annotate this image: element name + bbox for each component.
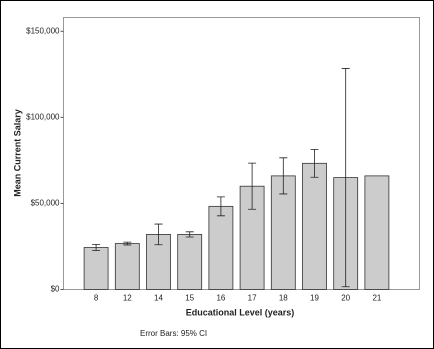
error-bar <box>341 68 350 288</box>
x-tick-label: 12 <box>123 294 132 303</box>
x-tick-label: 14 <box>154 294 163 303</box>
error-bar <box>216 196 225 217</box>
x-axis-title: Educational Level (years) <box>186 307 295 317</box>
y-axis-title: Mean Current Salary <box>12 109 22 197</box>
y-tick-label: $50,000 <box>31 199 60 208</box>
y-tick-label: $0 <box>51 285 60 294</box>
bar <box>83 247 109 290</box>
bar <box>270 175 296 290</box>
bar <box>364 175 390 290</box>
bar <box>208 205 234 290</box>
bar <box>302 162 327 290</box>
error-bar <box>185 231 194 238</box>
error-bar <box>92 243 101 251</box>
y-tick-label: $100,000 <box>26 112 60 121</box>
error-bar <box>310 148 319 178</box>
x-tick-label: 15 <box>185 294 194 303</box>
x-tick-label: 17 <box>248 294 257 303</box>
error-bar <box>248 162 257 210</box>
x-tick-label: 19 <box>310 294 319 303</box>
x-tick-label: 21 <box>372 294 381 303</box>
error-bar <box>279 157 288 195</box>
error-bar <box>123 241 132 246</box>
x-tick-label: 8 <box>94 294 99 303</box>
error-bar <box>154 223 163 246</box>
y-tick-label: $150,000 <box>26 26 60 35</box>
bar <box>146 234 171 290</box>
note: Error Bars: 95% CI <box>140 329 207 338</box>
x-tick-label: 20 <box>341 294 350 303</box>
x-tick-label: 16 <box>216 294 225 303</box>
x-tick-label: 18 <box>279 294 288 303</box>
bar <box>177 234 203 290</box>
bar <box>114 243 140 290</box>
